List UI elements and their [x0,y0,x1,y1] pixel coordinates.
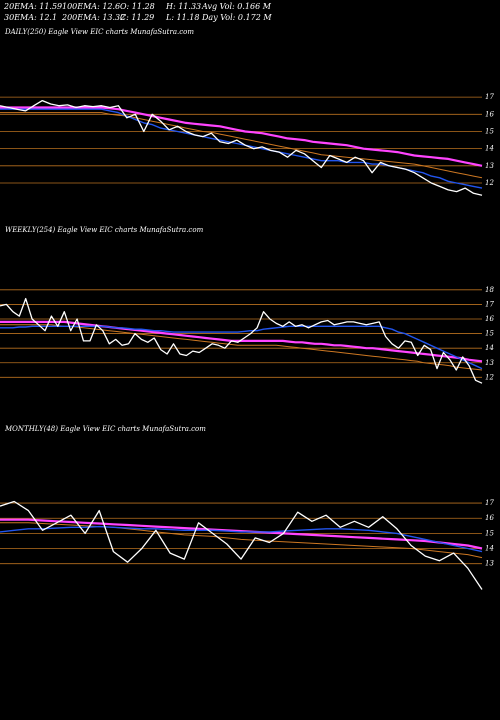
y-tick-label: 17 [485,499,494,507]
series-line-price [0,99,483,196]
y-tick-label: 18 [485,286,494,294]
chart-panel-0: 17 16 15 14 13 12 [0,93,494,196]
daily-chart-title: DAILY(250) Eagle View EIC charts MunafaS… [5,28,194,36]
avg-vol-stat: Avg Vol: 0.166 M [202,2,271,11]
series-line-ema-slow [0,106,483,167]
ema30-stat: 30EMA: 12.1 [4,13,58,22]
y-tick-label: 13 [485,560,494,568]
monthly-chart-title: MONTHLY(48) Eagle View EIC charts Munafa… [5,425,206,433]
ema100-stat: 100EMA: 12.6 [62,2,121,11]
y-tick-label: 12 [485,179,494,187]
series-line-ema-fast [0,325,483,370]
series-line-price [0,500,483,590]
y-tick-label: 13 [485,359,494,367]
y-tick-label: 17 [485,300,494,308]
series-line-ema-slow [0,518,483,550]
y-tick-label: 14 [485,344,494,352]
day-vol-stat: Day Vol: 0.172 M [202,13,272,22]
y-tick-label: 15 [485,330,494,338]
y-tick-label: 12 [485,373,494,381]
y-tick-label: 16 [485,110,494,118]
y-tick-label: 17 [485,93,494,101]
y-tick-label: 15 [485,127,494,135]
series-line-ema-mid [0,522,483,559]
high-stat: H: 11.33 [166,2,202,11]
y-tick-label: 13 [485,162,494,170]
low-stat: L: 11.18 [166,13,200,22]
open-stat: O: 11.28 [120,2,155,11]
chart-panel-1: 18 17 16 15 14 13 12 [0,286,494,384]
y-tick-label: 14 [485,545,494,553]
chart-panel-2: 17 16 15 14 13 [0,499,494,590]
weekly-chart-title: WEEKLY(254) Eagle View EIC charts Munafa… [5,226,204,234]
ema20-stat: 20EMA: 11.59 [4,2,63,11]
series-line-ema-mid [0,112,483,179]
y-tick-label: 16 [485,315,494,323]
ema200-stat: 200EMA: 13.32 [62,13,126,22]
close-stat: C: 11.29 [120,13,155,22]
y-tick-label: 14 [485,145,494,153]
y-tick-label: 16 [485,514,494,522]
series-line-ema-mid [0,324,483,371]
series-line-price [0,297,483,384]
y-tick-label: 15 [485,529,494,537]
